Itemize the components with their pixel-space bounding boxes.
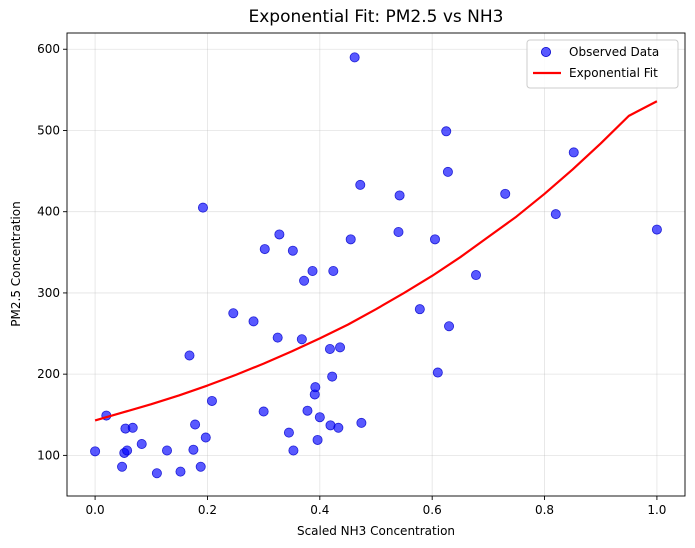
x-tick-label: 0.0 — [86, 503, 105, 517]
data-point — [349, 52, 360, 63]
data-point — [296, 334, 307, 345]
y-axis-label: PM2.5 Concentration — [9, 201, 23, 326]
data-point — [274, 229, 285, 240]
y-tick-label: 200 — [37, 367, 60, 381]
data-point — [310, 382, 321, 393]
axis-ticks: 0.0 0.2 0.4 0.6 0.8 1.0 100 200 300 400 500 600 — [37, 42, 666, 517]
data-point — [333, 422, 344, 433]
x-tick-label: 0.6 — [423, 503, 442, 517]
y-tick-label: 300 — [37, 286, 60, 300]
data-point — [345, 234, 356, 245]
data-point — [442, 166, 453, 177]
data-point — [444, 321, 455, 332]
x-tick-label: 0.8 — [535, 503, 554, 517]
legend-label-observed: Observed Data — [569, 45, 659, 59]
data-point — [136, 439, 147, 450]
data-point — [327, 371, 338, 382]
x-axis-label: Scaled NH3 Concentration — [297, 524, 455, 538]
data-point — [651, 224, 662, 235]
data-point — [287, 245, 298, 256]
data-point — [248, 316, 259, 327]
data-point — [302, 405, 313, 416]
data-point — [259, 244, 270, 255]
data-point — [414, 304, 425, 315]
data-point — [127, 422, 138, 433]
data-point — [314, 412, 325, 423]
data-point — [299, 275, 310, 286]
plot-frame — [66, 32, 686, 497]
data-point — [175, 466, 186, 477]
x-tick-label: 1.0 — [647, 503, 666, 517]
y-tick-label: 400 — [37, 205, 60, 219]
data-point — [122, 445, 133, 456]
legend-label-fit: Exponential Fit — [569, 66, 658, 80]
data-point — [356, 417, 367, 428]
data-point — [151, 468, 162, 479]
data-point — [441, 126, 452, 137]
data-point — [328, 265, 339, 276]
data-point — [471, 270, 482, 281]
data-point — [429, 234, 440, 245]
data-point — [228, 308, 239, 319]
data-point — [90, 446, 101, 457]
plot-area — [90, 52, 662, 479]
chart-title: Exponential Fit: PM2.5 vs NH3 — [249, 7, 504, 27]
data-point — [197, 202, 208, 213]
data-point — [188, 444, 199, 455]
data-point — [272, 332, 283, 343]
data-point — [550, 209, 561, 220]
data-point — [394, 190, 405, 201]
y-tick-label: 600 — [37, 42, 60, 56]
data-point — [190, 419, 201, 430]
x-tick-label: 0.4 — [310, 503, 329, 517]
data-point — [206, 395, 217, 406]
y-tick-label: 500 — [37, 123, 60, 137]
data-point — [432, 367, 443, 378]
x-tick-label: 0.2 — [198, 503, 217, 517]
data-point — [117, 461, 128, 472]
data-point — [568, 147, 579, 158]
data-point — [324, 343, 335, 354]
legend-marker-observed — [541, 47, 552, 58]
data-point — [335, 342, 346, 353]
exponential-fit-line — [94, 100, 658, 422]
data-point — [195, 461, 206, 472]
data-point — [200, 432, 211, 443]
data-point — [393, 227, 404, 238]
data-point — [283, 427, 294, 438]
grid-lines — [67, 33, 685, 496]
data-point — [162, 445, 173, 456]
data-point — [500, 188, 511, 199]
data-point — [355, 179, 366, 190]
legend: Observed Data Exponential Fit — [526, 39, 679, 89]
y-tick-label: 100 — [37, 448, 60, 462]
data-point — [258, 406, 269, 417]
data-point — [312, 434, 323, 445]
data-point — [184, 350, 195, 361]
data-point — [307, 265, 318, 276]
legend-box — [526, 39, 679, 89]
data-point — [288, 445, 299, 456]
